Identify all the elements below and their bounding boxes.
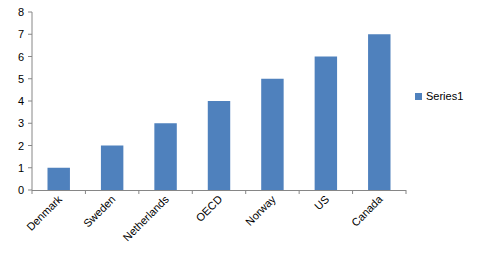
y-tick-label: 7 bbox=[18, 28, 24, 40]
bar bbox=[261, 79, 283, 190]
legend-swatch bbox=[415, 93, 422, 100]
x-tick-label: OECD bbox=[193, 193, 224, 224]
bar bbox=[208, 101, 230, 190]
x-tick-label: US bbox=[312, 193, 331, 212]
x-tick bbox=[138, 190, 139, 194]
x-tick bbox=[245, 190, 246, 194]
bar bbox=[315, 57, 337, 191]
y-tick-label: 8 bbox=[18, 6, 24, 18]
x-tick-label: Sweden bbox=[81, 193, 118, 230]
bar bbox=[368, 34, 390, 190]
x-tick-label: Norway bbox=[243, 193, 278, 228]
chart-container: 0 1 2 3 4 5 6 7 8 Denmark SwedenNetherlands OECD Nor… bbox=[0, 0, 490, 258]
bar bbox=[101, 146, 123, 191]
y-tick bbox=[28, 190, 32, 191]
x-axis-line bbox=[32, 190, 406, 191]
legend: Series1 bbox=[415, 90, 463, 102]
x-tick bbox=[192, 190, 193, 194]
legend-label: Series1 bbox=[426, 90, 463, 102]
x-tick-label: Netherlands bbox=[121, 193, 172, 244]
y-tick bbox=[28, 123, 32, 124]
x-tick bbox=[352, 190, 353, 194]
y-tick bbox=[28, 167, 32, 168]
y-tick bbox=[28, 12, 32, 13]
y-tick bbox=[28, 78, 32, 79]
x-tick bbox=[32, 190, 33, 194]
x-tick bbox=[406, 190, 407, 194]
y-tick-label: 6 bbox=[18, 51, 24, 63]
y-tick-label: 5 bbox=[18, 73, 24, 85]
bar bbox=[47, 168, 69, 190]
x-tick bbox=[85, 190, 86, 194]
bars bbox=[47, 34, 390, 190]
x-tick bbox=[299, 190, 300, 194]
y-tick-label: 2 bbox=[18, 140, 24, 152]
y-tick-label: 4 bbox=[18, 95, 24, 107]
bar bbox=[154, 123, 176, 190]
x-tick-label: Denmark bbox=[24, 193, 64, 233]
x-tick-label: Canada bbox=[349, 192, 385, 228]
y-tick bbox=[28, 101, 32, 102]
y-tick-label: 1 bbox=[18, 162, 24, 174]
y-tick-label: 0 bbox=[18, 184, 24, 196]
y-tick-label: 3 bbox=[18, 117, 24, 129]
y-tick bbox=[28, 145, 32, 146]
y-tick bbox=[28, 56, 32, 57]
chart-svg: 0 1 2 3 4 5 6 7 8 Denmark SwedenNetherlands OECD Nor… bbox=[0, 0, 490, 258]
y-tick bbox=[28, 34, 32, 35]
